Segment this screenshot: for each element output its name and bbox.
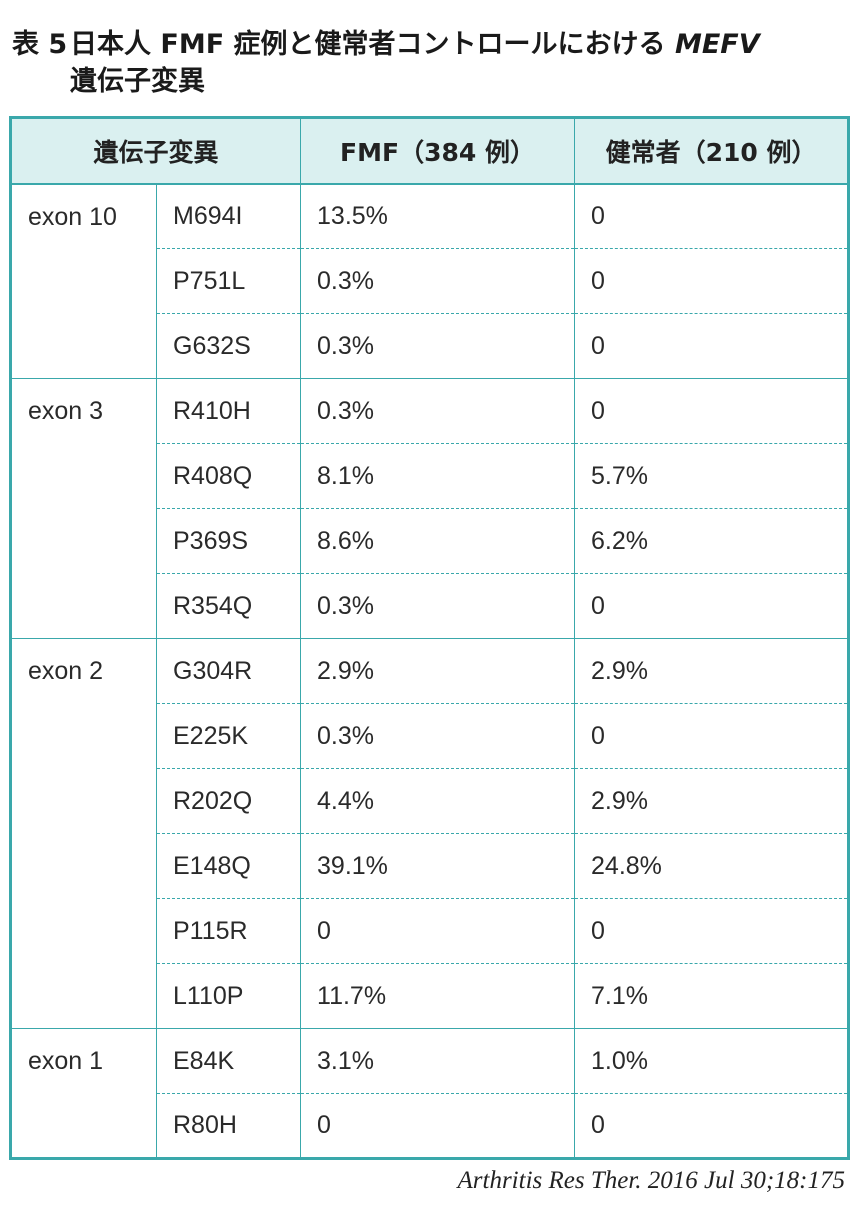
source-citation: Arthritis Res Ther. 2016 Jul 30;18:175	[457, 1167, 846, 1194]
healthy-value-cell: 6.2%	[574, 508, 849, 574]
fmf-value-cell: 0	[300, 898, 576, 964]
table-number: 表 5	[12, 29, 68, 60]
healthy-value-cell: 2.9%	[574, 638, 849, 704]
table-row: exon 2 G304R 2.9% 2.9%	[10, 638, 849, 1029]
exon-cell: exon 1	[10, 1028, 157, 1159]
healthy-value-cell: 5.7%	[574, 443, 849, 509]
title-line1: 日本人 FMF 症例と健常者コントロールにおける	[70, 29, 666, 60]
fmf-value-cell: 8.6%	[300, 508, 576, 574]
header-mutation: 遺伝子変異	[10, 117, 302, 185]
fmf-value-cell: 3.1%	[300, 1028, 576, 1094]
table-row: R202Q 4.4% 2.9%	[11, 768, 849, 834]
table-row: E148Q 39.1% 24.8%	[11, 833, 849, 899]
table-row: G632S 0.3% 0	[11, 313, 849, 379]
mutation-cell: M694I	[156, 183, 302, 249]
healthy-value-cell: 0	[574, 378, 849, 444]
header-row: 遺伝子変異 FMF（384 例） 健常者（210 例）	[10, 117, 849, 185]
table-title: 表 5 日本人 FMF 症例と健常者コントロールにおける MEFV 遺伝子変異	[12, 26, 848, 100]
mutation-cell: L110P	[156, 963, 302, 1029]
mutation-cell: E148Q	[156, 833, 302, 899]
header-fmf: FMF（384 例）	[300, 117, 576, 185]
fmf-value-cell: 13.5%	[300, 183, 576, 249]
table-row: P369S 8.6% 6.2%	[11, 508, 849, 574]
exon-cell: exon 10	[10, 183, 157, 379]
mutation-table: 遺伝子変異 FMF（384 例） 健常者（210 例） exon 10 M694I…	[9, 116, 851, 1160]
table-row: exon 3 R410H 0.3% 0	[10, 378, 849, 639]
healthy-value-cell: 0	[574, 898, 849, 964]
healthy-value-cell: 7.1%	[574, 963, 849, 1029]
mutation-cell: R354Q	[156, 573, 302, 639]
table-row: exon 1 E84K 3.1% 1.0%	[10, 1028, 849, 1159]
mutation-cell: P751L	[156, 248, 302, 314]
mutation-cell: R410H	[156, 378, 302, 444]
healthy-value-cell: 0	[574, 573, 849, 639]
healthy-value-cell: 2.9%	[574, 768, 849, 834]
table-row: exon 10 M694I 13.5% 0	[10, 183, 849, 379]
table-row: L110P 11.7% 7.1%	[11, 963, 849, 1029]
healthy-value-cell: 0	[574, 313, 849, 379]
healthy-value-cell: 0	[574, 703, 849, 769]
mutation-cell: G304R	[156, 638, 302, 704]
fmf-value-cell: 2.9%	[300, 638, 576, 704]
table-row: R80H 0 0	[11, 1093, 849, 1159]
fmf-value-cell: 8.1%	[300, 443, 576, 509]
title-gene: MEFV	[674, 29, 760, 60]
fmf-value-cell: 4.4%	[300, 768, 576, 834]
exon-cell: exon 2	[10, 638, 157, 1029]
healthy-value-cell: 24.8%	[574, 833, 849, 899]
fmf-value-cell: 0	[300, 1093, 576, 1159]
healthy-value-cell: 0	[574, 1093, 849, 1159]
mutation-cell: P369S	[156, 508, 302, 574]
healthy-value-cell: 0	[574, 248, 849, 314]
table-row: E225K 0.3% 0	[11, 703, 849, 769]
mutation-cell: G632S	[156, 313, 302, 379]
fmf-value-cell: 0.3%	[300, 248, 576, 314]
title-line2: 遺伝子変異	[70, 66, 205, 97]
table-row: P115R 0 0	[11, 898, 849, 964]
fmf-value-cell: 0.3%	[300, 378, 576, 444]
mutation-cell: R202Q	[156, 768, 302, 834]
fmf-value-cell: 11.7%	[300, 963, 576, 1029]
mutation-cell: E225K	[156, 703, 302, 769]
fmf-value-cell: 0.3%	[300, 313, 576, 379]
mutation-cell: R408Q	[156, 443, 302, 509]
mutation-cell: R80H	[156, 1093, 302, 1159]
exon-cell: exon 3	[10, 378, 157, 639]
fmf-value-cell: 0.3%	[300, 573, 576, 639]
fmf-value-cell: 0.3%	[300, 703, 576, 769]
healthy-value-cell: 0	[591, 201, 605, 230]
header-healthy: 健常者（210 例）	[574, 117, 849, 185]
healthy-value-cell: 1.0%	[574, 1028, 849, 1094]
mutation-cell: P115R	[156, 898, 302, 964]
fmf-value-cell: 39.1%	[300, 833, 576, 899]
table-row: P751L 0.3% 0	[11, 248, 849, 314]
table-row: R408Q 8.1% 5.7%	[11, 443, 849, 509]
mutation-cell: E84K	[156, 1028, 302, 1094]
table-row: R354Q 0.3% 0	[11, 573, 849, 639]
